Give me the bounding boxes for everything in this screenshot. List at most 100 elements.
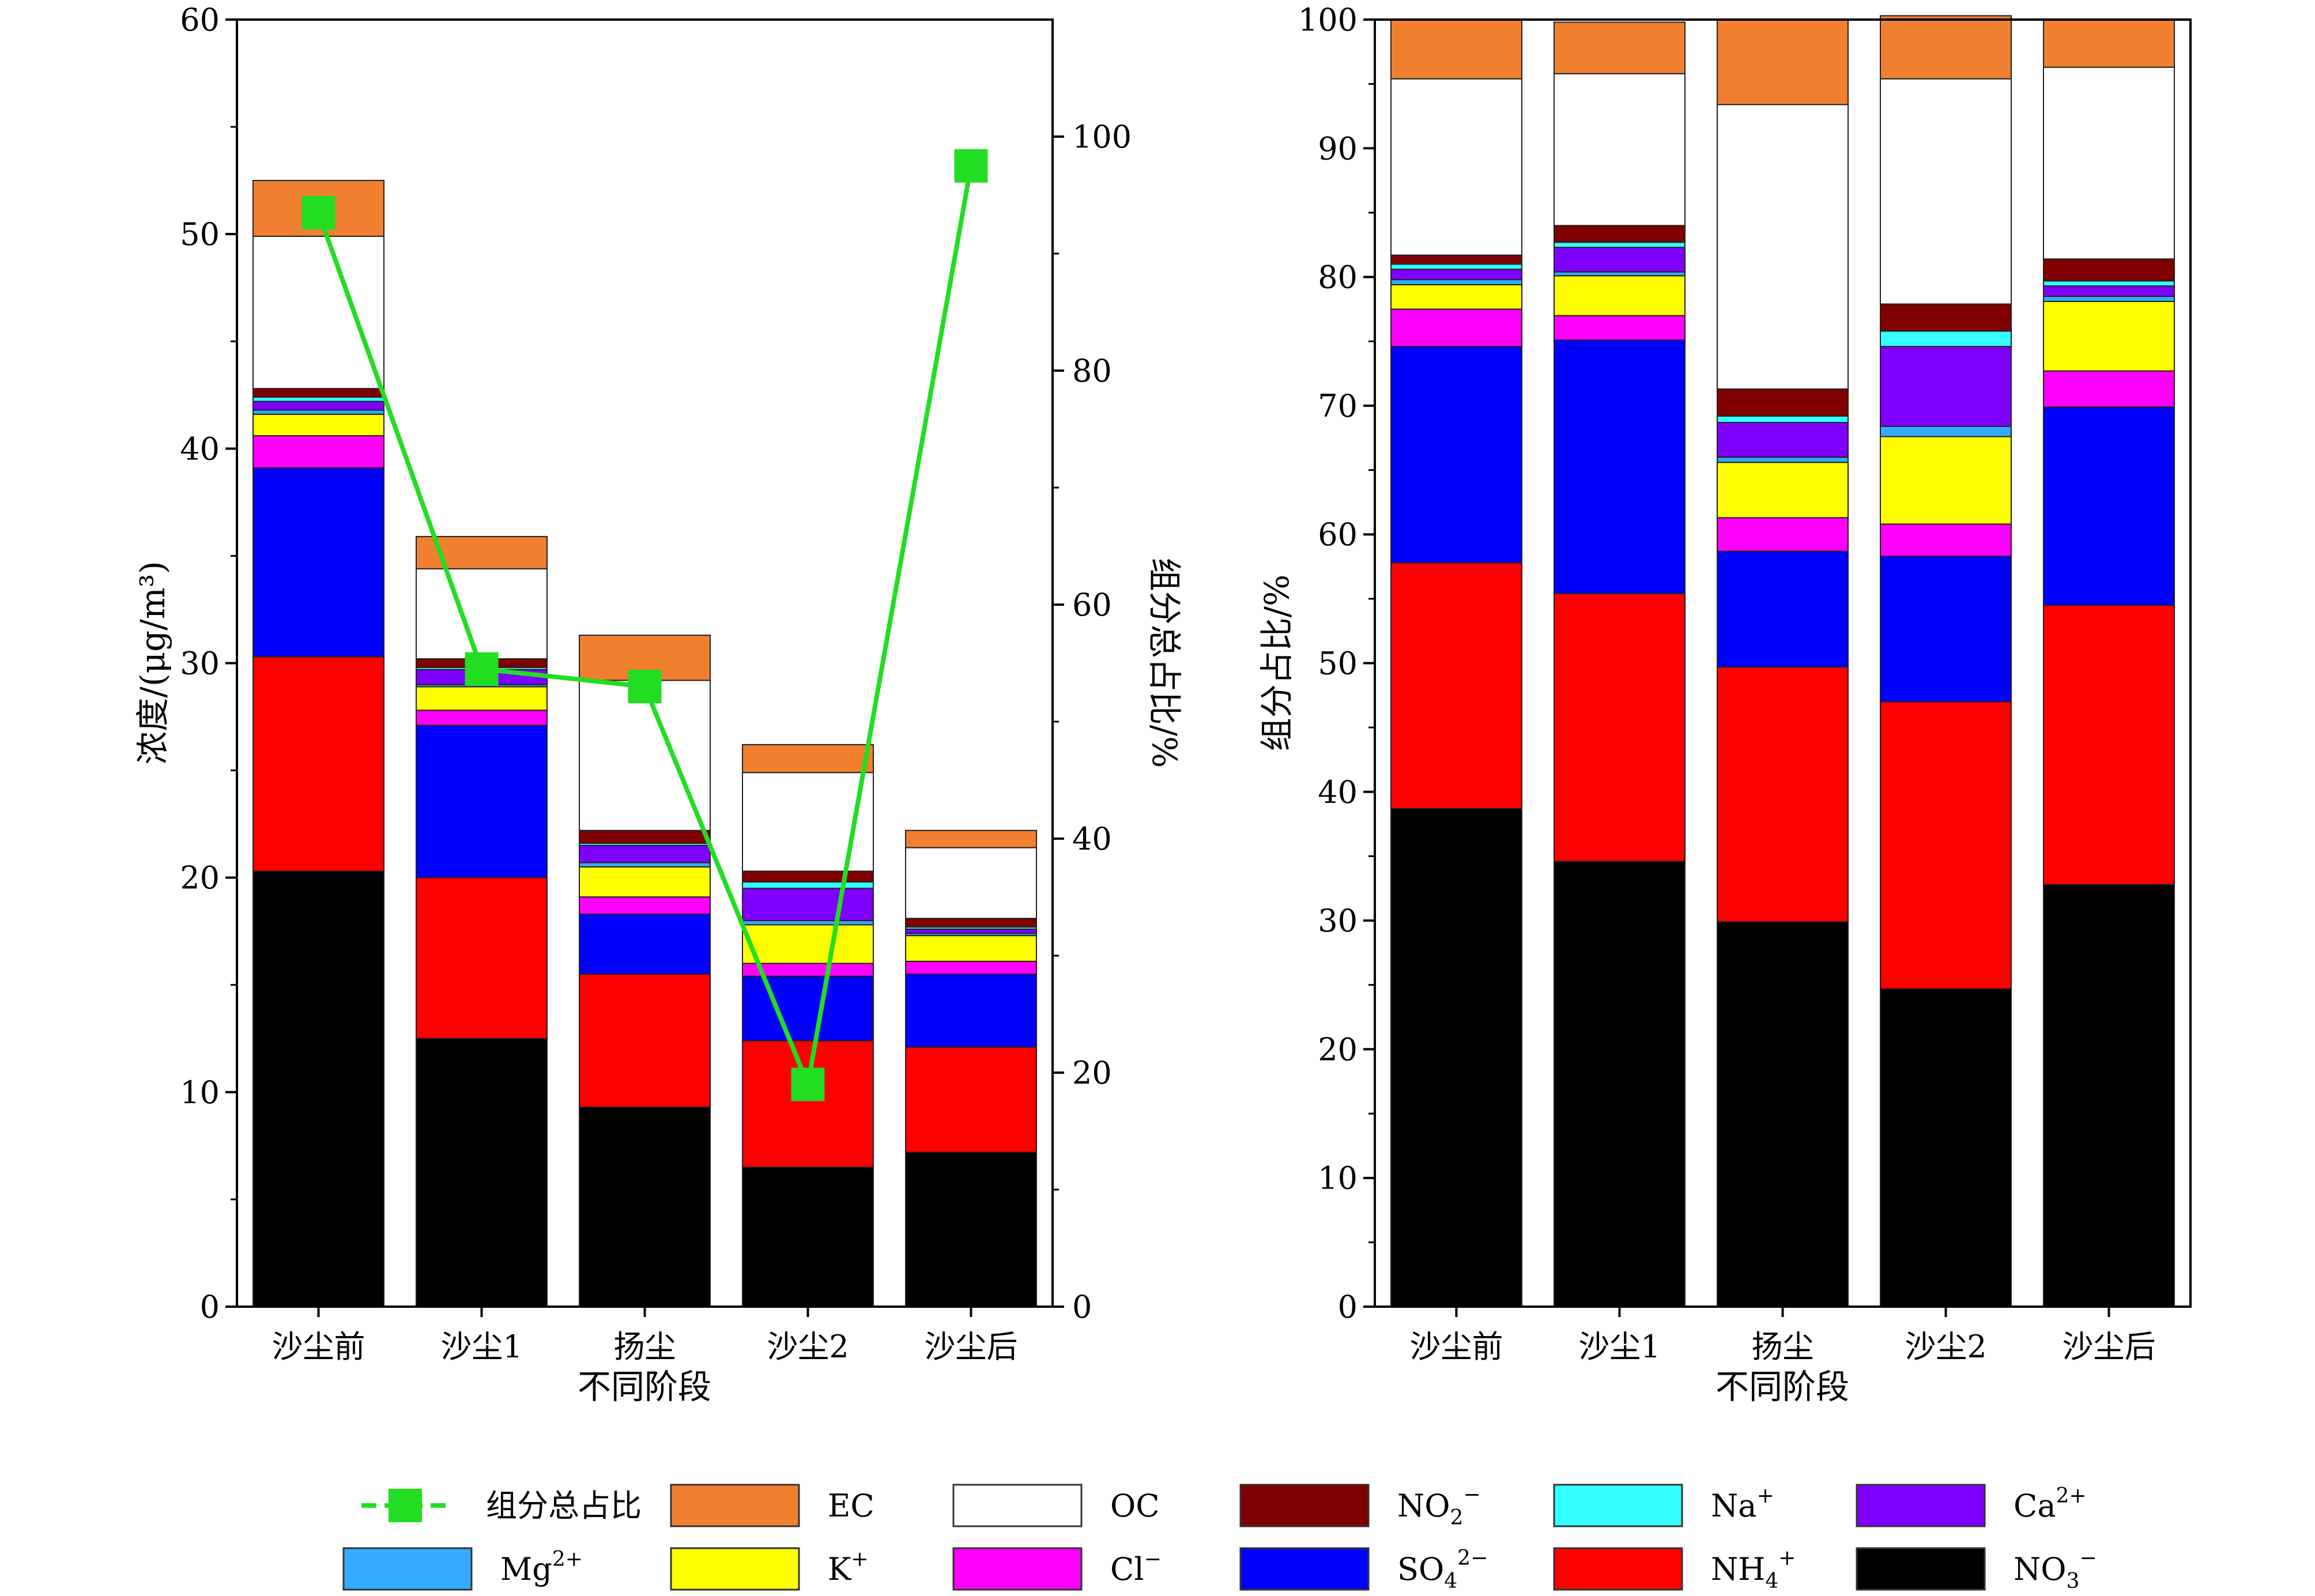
right-x-tick-label: 沙尘后	[2063, 1329, 2156, 1365]
right-bar-oc-0	[1390, 78, 1522, 256]
left-bar-no2-4	[905, 918, 1037, 928]
legend-swatch-mg	[342, 1547, 473, 1591]
right-bar-cl-3	[1880, 523, 2012, 557]
left-bar-k-0	[252, 413, 384, 436]
left-y-tick-label: 40	[180, 431, 220, 467]
right-bar-ca-1	[1554, 247, 1686, 273]
right-bar-nh4-0	[1390, 562, 1522, 809]
legend-label-no3: NO3−	[2014, 1546, 2097, 1593]
legend-swatch-k	[670, 1547, 800, 1591]
left-y-tick-label: 30	[180, 646, 220, 682]
right-bar-cl-0	[1390, 308, 1522, 348]
left-bar-oc-3	[742, 772, 874, 872]
legend-label-oc: OC	[1110, 1488, 1160, 1524]
legend-swatch-nh4	[1553, 1547, 1683, 1591]
left-bar-ca-3	[742, 888, 874, 922]
left-bar-cl-0	[252, 435, 384, 469]
left-bar-k-3	[742, 924, 874, 964]
left-bar-oc-0	[252, 235, 384, 390]
left-y2-tick-label: 20	[1072, 1055, 1112, 1091]
left-x-axis-title: 不同阶段	[578, 1367, 711, 1406]
ratio-point-1	[465, 652, 499, 686]
right-bar-so4-2	[1717, 550, 1849, 668]
left-bar-so4-4	[905, 974, 1037, 1048]
left-bar-nh4-1	[416, 877, 548, 1039]
left-bar-k-4	[905, 935, 1037, 962]
right-bar-so4-3	[1880, 556, 2012, 703]
legend-label-k: K+	[828, 1548, 869, 1587]
ratio-point-4	[954, 149, 988, 183]
right-bar-na-0	[1390, 263, 1522, 270]
left-bar-mg-3	[742, 920, 874, 926]
right-x-axis: 沙尘前 沙尘1 扬尘 沙尘2 沙尘后	[1410, 1307, 2156, 1365]
left-bar-no2-2	[579, 829, 711, 844]
legend-swatch-so4	[1239, 1547, 1370, 1591]
legend-swatch-marker	[389, 1489, 422, 1522]
left-y-tick-label: 20	[180, 860, 220, 896]
left-y-axis: 0 10 20 30 40 50 60	[180, 2, 237, 1325]
right-bar-ca-3	[1880, 346, 2012, 427]
left-bar-so4-2	[579, 913, 711, 975]
left-x-tick-label: 沙尘前	[272, 1329, 365, 1365]
left-bar-ec-2	[579, 635, 711, 681]
right-y-tick-label: 50	[1318, 646, 1358, 682]
left-bar-na-3	[742, 881, 874, 889]
right-bar-so4-1	[1554, 339, 1686, 594]
right-bar-ec-3	[1880, 15, 2012, 80]
right-y-tick-label: 60	[1318, 516, 1358, 553]
legend-label-ec: EC	[828, 1488, 874, 1524]
ratio-point-2	[628, 670, 662, 704]
right-y-tick-label: 70	[1318, 388, 1358, 424]
legend-swatch-no3	[1856, 1547, 1986, 1591]
left-bar-so4-3	[742, 975, 874, 1042]
right-bar-k-4	[2043, 301, 2175, 372]
left-y-tick-label: 60	[180, 2, 220, 38]
right-bar-no2-3	[1880, 303, 2012, 332]
right-bar-no3-4	[2043, 884, 2175, 1307]
right-x-tick-label: 沙尘前	[1410, 1329, 1503, 1365]
right-bar-mg-2	[1717, 456, 1849, 463]
right-bar-ec-1	[1554, 21, 1686, 74]
legend-swatch-no2	[1239, 1484, 1370, 1527]
legend-swatch-ec	[670, 1484, 800, 1527]
right-bar-na-1	[1554, 242, 1686, 248]
right-bar-ec-4	[2043, 19, 2175, 68]
left-bar-na-0	[252, 397, 384, 402]
left-bar-ec-4	[905, 829, 1037, 848]
right-bar-oc-4	[2043, 66, 2175, 260]
right-bar-mg-1	[1554, 271, 1686, 277]
legend-swatch-cl	[952, 1547, 1083, 1591]
right-chart: 0 10 20 30 40 50 60 70 80 90 100 沙尘前 沙尘1 扬尘 沙尘2 沙尘后 不同…	[1257, 2, 2192, 1406]
left-bar-no2-3	[742, 870, 874, 883]
left-bar-mg-0	[252, 409, 384, 415]
legend-label-no2: NO2−	[1397, 1483, 1481, 1530]
left-bar-k-1	[416, 686, 548, 711]
ratio-point-3	[791, 1067, 825, 1101]
left-bar-no3-0	[252, 870, 384, 1307]
right-bar-so4-0	[1390, 346, 1522, 564]
right-bar-na-4	[2043, 280, 2175, 287]
left-bar-oc-2	[579, 680, 711, 831]
left-y-tick-label: 10	[180, 1074, 220, 1111]
right-bar-ec-0	[1390, 19, 1522, 80]
right-bar-no3-0	[1390, 808, 1522, 1308]
left-bar-nh4-2	[579, 974, 711, 1108]
legend-label-so4: SO42−	[1397, 1546, 1488, 1593]
right-bar-mg-4	[2043, 296, 2175, 302]
left-bar-cl-2	[579, 896, 711, 915]
right-bar-cl-2	[1717, 517, 1849, 552]
left-bar-ca-4	[905, 929, 1037, 934]
left-y2-axis-title: 组分总占比/%	[1145, 558, 1184, 768]
left-bar-cl-4	[905, 960, 1037, 975]
left-bar-ec-3	[742, 744, 874, 774]
right-y-tick-label: 80	[1318, 259, 1358, 296]
left-x-tick-label: 沙尘1	[440, 1329, 522, 1365]
left-bar-no3-2	[579, 1106, 711, 1308]
right-bar-no3-2	[1717, 921, 1849, 1308]
left-bar-no3-3	[742, 1167, 874, 1307]
legend-swatch-ca	[1856, 1484, 1986, 1527]
right-bar-cl-4	[2043, 370, 2175, 408]
left-bar-no2-0	[252, 388, 384, 398]
right-bar-no2-0	[1390, 254, 1522, 265]
left-x-tick-label: 扬尘	[614, 1329, 676, 1365]
